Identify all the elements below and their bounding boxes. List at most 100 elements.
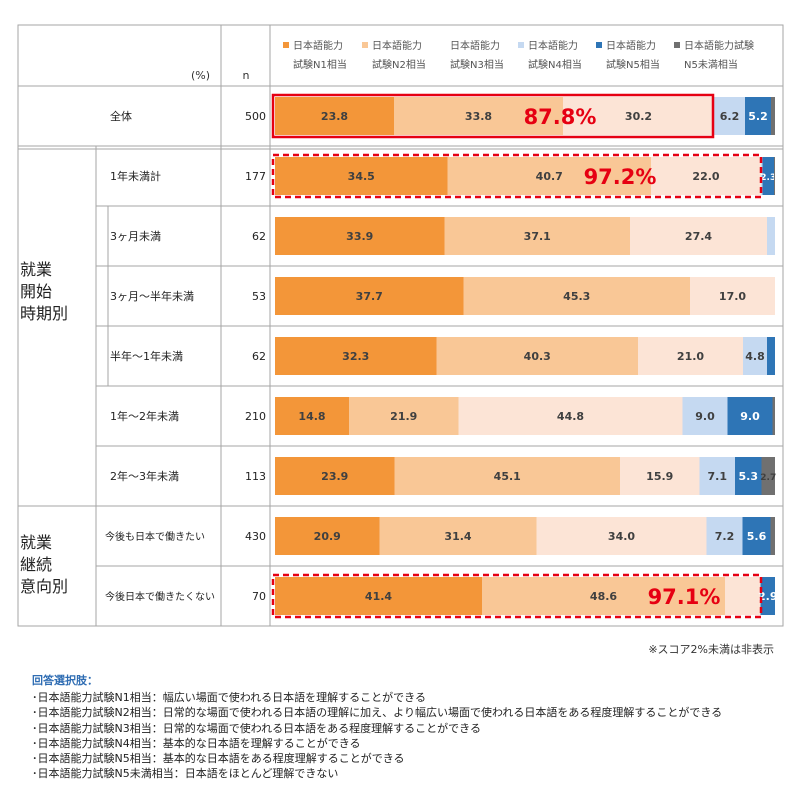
data-label: 21.9 [390,410,417,423]
answer-option-n2: ･日本語能力試験N2相当：日常的な場面で使われる日本語の理解に加え、より幅広い場… [32,706,723,720]
legend-label: 試験N5相当 [606,58,660,71]
n-header: n [243,69,250,82]
answer-options-heading: 回答選択肢： [32,674,98,687]
row-n: 62 [252,230,266,243]
group-label: 意向別 [20,577,68,596]
legend-swatch [674,42,680,48]
data-label: 37.1 [524,230,551,243]
row-label: 3ヶ月～半年未満 [110,289,194,303]
bar-segment [394,97,563,135]
data-label: 41.4 [365,590,392,603]
data-label: 2.7 [760,473,776,483]
legend-swatch [362,42,368,48]
bar-segment [767,337,775,375]
row-label: 1年～2年未満 [110,409,179,423]
answer-option-below-n5: ･日本語能力試験N5未満相当：日本語をほとんど理解できない [32,767,339,781]
legend-label: 日本語能力 [450,39,500,52]
bar-segment [772,397,775,435]
bar-segment [770,517,775,555]
highlight-box [271,153,763,199]
data-label: 23.9 [321,470,348,483]
bar-segment [760,577,775,615]
data-label: 4.8 [745,350,765,363]
chart-canvas: (%) n日本語能力試験N1相当日本語能力試験N2相当日本語能力試験N3相当日本語… [17,24,784,627]
footnote: ※スコア2%未満は非表示 [648,643,774,656]
legend-label: 試験N2相当 [372,58,426,71]
stacked-bar-chart: (%) n 日本語能力 試験N1相当 日本語能力 試験N2相当 日本語能力 試験N3相当 日本語… [17,24,784,627]
data-label: 15.9 [646,470,673,483]
answer-option-n4: ･日本語能力試験N4相当：基本的な日本語を理解することができる [32,736,361,750]
bar-segment [762,157,774,195]
row-label: 2年～3年未満 [110,469,179,483]
highlight-total: 97.1% [648,585,721,609]
legend-swatch [518,42,524,48]
data-label: 9.0 [695,410,715,423]
data-label: 22.0 [692,170,719,183]
legend-swatch [596,42,602,48]
bar-segment [651,157,761,195]
data-label: 40.3 [524,350,551,363]
data-label: 23.8 [321,110,348,123]
data-label: 9.0 [740,410,760,423]
group-label: 時期別 [20,304,68,323]
legend-label: 日本語能力試験 [684,39,754,52]
bar-segment [714,97,745,135]
bar-segment [774,157,775,195]
row-label: 今後も日本で働きたい [105,530,205,543]
bar-segment [536,517,707,555]
legend-label: 日本語能力 [606,39,656,52]
bar-segment [275,517,380,555]
legend-swatch [283,42,289,48]
bar-segment [690,277,775,315]
bar-segment [275,397,349,435]
group-label: 就業 [20,533,52,552]
row-label: 今後日本で働きたくない [105,590,215,603]
legend-label: 日本語能力 [293,39,343,52]
bar-segment [771,97,775,135]
data-label: 14.8 [298,410,325,423]
row-n: 500 [245,110,266,123]
data-label: 37.7 [356,290,383,303]
data-label: 31.4 [444,530,471,543]
data-label: 30.2 [625,110,652,123]
data-label: 2.3 [760,173,776,183]
bar-segment [620,457,700,495]
answer-option-n1: ･日本語能力試験N1相当：幅広い場面で使われる日本語を理解することができる [32,691,426,705]
bar-segment [761,457,775,495]
bar-segment [275,577,482,615]
data-label: 17.0 [719,290,746,303]
bar-segment [275,97,394,135]
group-label: 開始 [20,282,52,301]
data-label: 34.0 [608,530,635,543]
legend-label: 試験N3相当 [450,58,504,71]
highlight-total: 87.8% [524,105,597,129]
group-label: 就業 [20,260,52,279]
highlight-total: 97.2% [584,165,657,189]
bar-segment [275,337,437,375]
bar-segment [706,517,743,555]
data-label: 5.6 [747,530,767,543]
data-label: 2.9 [758,590,778,603]
bar-segment [482,577,725,615]
bar-segment [735,457,762,495]
bar-segment [563,97,714,135]
bar-segment [394,457,620,495]
row-label: 全体 [110,109,132,123]
bar-segment [379,517,537,555]
bar-segment [630,217,767,255]
group-label: 継続 [20,555,52,574]
bar-segment [699,457,735,495]
data-label: 45.3 [563,290,590,303]
data-label: 5.3 [739,470,759,483]
bar-segment [767,217,775,255]
data-label: 45.1 [494,470,521,483]
data-label: 48.6 [590,590,617,603]
row-n: 177 [245,170,266,183]
highlight-box [271,573,763,619]
data-label: 40.7 [536,170,563,183]
bar-segment [463,277,690,315]
bar-segment [444,217,630,255]
bar-segment [275,217,445,255]
row-n: 113 [245,470,266,483]
row-label: 1年未満計 [110,169,161,183]
